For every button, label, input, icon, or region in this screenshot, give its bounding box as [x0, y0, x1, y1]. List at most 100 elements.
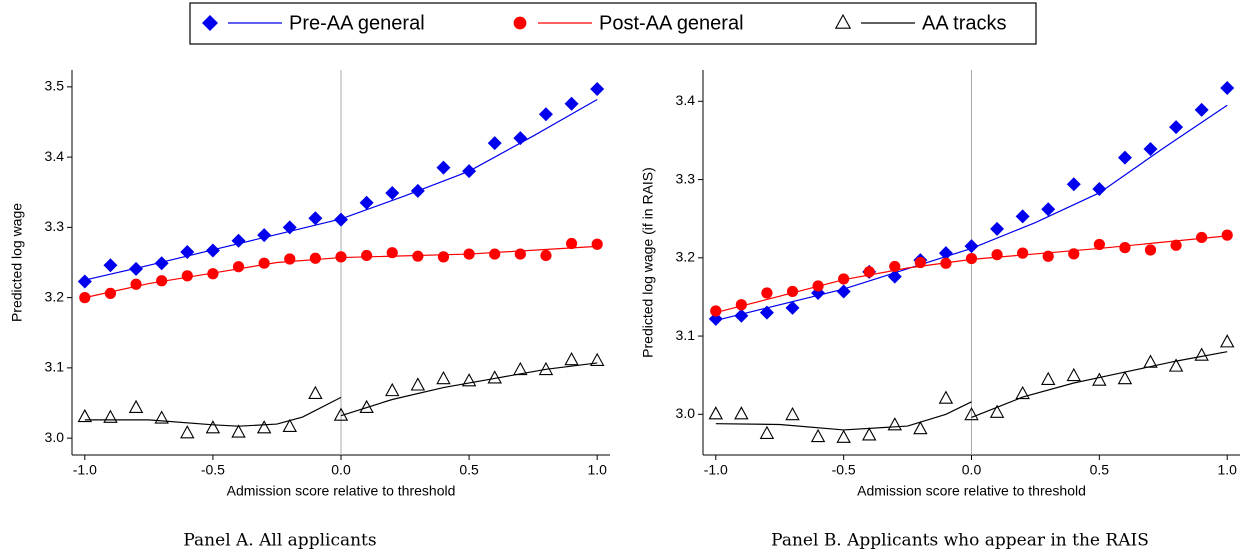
diamond-marker: [282, 220, 297, 235]
circle-marker: [889, 260, 901, 273]
diamond-marker: [938, 246, 953, 261]
diamond-marker: [308, 211, 323, 226]
diamond-marker: [887, 269, 902, 284]
circle-marker: [761, 287, 773, 299]
diamond-marker: [436, 160, 451, 175]
x-axis-title: Admission score relative to threshold: [227, 483, 456, 499]
x-tick-label: 0.5: [459, 462, 479, 478]
triangle-marker: [759, 425, 775, 439]
legend-label: Post-AA general: [599, 12, 744, 34]
circle-marker: [156, 275, 168, 287]
triangle-marker: [836, 429, 851, 443]
diamond-marker: [231, 233, 246, 248]
y-axis-title: Predicted log wage: [9, 203, 25, 322]
circle-marker: [786, 285, 799, 298]
circle-marker: [232, 261, 245, 273]
circle-marker: [361, 249, 373, 262]
triangle-marker: [410, 377, 426, 391]
circle-marker: [965, 252, 978, 265]
triangle-marker: [513, 361, 528, 376]
triangle-marker: [77, 408, 93, 423]
panel-caption: Panel B. Applicants who appear in the RA…: [771, 531, 1149, 551]
circle-marker: [513, 16, 527, 30]
panel-caption: Panel A. All applicants: [183, 531, 376, 551]
diamond-marker: [513, 131, 528, 146]
triangle-marker: [308, 385, 323, 399]
diamond-marker: [1015, 209, 1030, 224]
diamond-marker: [334, 212, 348, 227]
diamond-marker: [1143, 142, 1158, 157]
diamond-marker: [734, 308, 749, 323]
circle-marker: [79, 292, 91, 304]
circle-marker: [1068, 248, 1080, 260]
triangle-marker: [333, 407, 349, 421]
diamond-marker: [205, 243, 220, 258]
diamond-marker: [964, 239, 979, 254]
diamond-marker: [1194, 102, 1209, 117]
triangle-marker: [734, 406, 749, 420]
triangle-marker: [989, 404, 1005, 418]
x-tick-label: -1.0: [73, 462, 97, 478]
circle-marker: [838, 273, 850, 285]
circle-marker: [540, 249, 552, 262]
triangle-marker: [1015, 385, 1030, 400]
y-axis-title: Predicted log wage (if in RAIS): [640, 167, 656, 358]
circle-marker: [1196, 231, 1208, 244]
triangle-marker: [205, 420, 221, 434]
diamond-marker: [1169, 120, 1184, 135]
circle-marker: [1170, 239, 1182, 251]
circle-marker: [309, 252, 321, 264]
fit-line: [971, 351, 1228, 418]
circle-marker: [735, 299, 747, 311]
y-tick-label: 3.1: [676, 327, 696, 343]
triangle-marker: [128, 399, 144, 414]
circle-marker: [412, 250, 424, 262]
triangle-marker: [231, 424, 246, 438]
triangle-marker: [359, 399, 374, 414]
diamond-marker: [836, 284, 851, 299]
triangle-marker: [589, 352, 605, 366]
triangle-marker: [938, 390, 954, 404]
triangle-marker: [1219, 334, 1235, 348]
y-tick-label: 3.4: [45, 148, 65, 164]
circle-marker: [386, 247, 398, 259]
triangle-marker: [1168, 358, 1184, 372]
circle-marker: [710, 305, 722, 317]
y-tick-label: 3.3: [45, 218, 65, 234]
triangle-marker: [913, 421, 928, 435]
triangle-marker: [180, 425, 195, 439]
fit-line: [340, 362, 598, 417]
triangle-marker: [1066, 367, 1082, 382]
diamond-marker: [785, 300, 800, 315]
circle-marker: [1017, 247, 1029, 259]
circle-marker: [489, 248, 501, 260]
circle-marker: [940, 257, 952, 269]
x-tick-label: -0.5: [201, 462, 225, 478]
triangle-marker: [1194, 347, 1209, 361]
x-axis-title: Admission score relative to threshold: [857, 483, 1086, 499]
diamond-marker: [359, 195, 374, 210]
legend-label: AA tracks: [922, 12, 1006, 34]
circle-marker: [130, 278, 142, 290]
x-tick-label: 1.0: [1217, 462, 1237, 478]
triangle-marker: [385, 382, 400, 397]
triangle-marker: [282, 418, 297, 432]
legend-label: Pre-AA general: [289, 12, 425, 34]
x-tick-label: 0.5: [1090, 462, 1110, 478]
triangle-marker: [785, 406, 800, 421]
triangle-marker: [461, 373, 477, 387]
x-tick-label: 1.0: [587, 462, 607, 478]
diamond-marker: [487, 136, 502, 151]
circle-marker: [1221, 229, 1233, 241]
y-tick-label: 3.0: [45, 429, 65, 445]
triangle-marker: [1092, 372, 1107, 386]
x-tick-label: 0.0: [962, 462, 982, 478]
triangle-marker: [810, 428, 826, 443]
diamond-marker: [590, 81, 605, 96]
circle-marker: [863, 266, 875, 278]
diamond-marker: [1220, 80, 1235, 95]
diamond-marker: [538, 107, 553, 122]
triangle-marker: [564, 352, 579, 366]
circle-marker: [1042, 250, 1054, 262]
